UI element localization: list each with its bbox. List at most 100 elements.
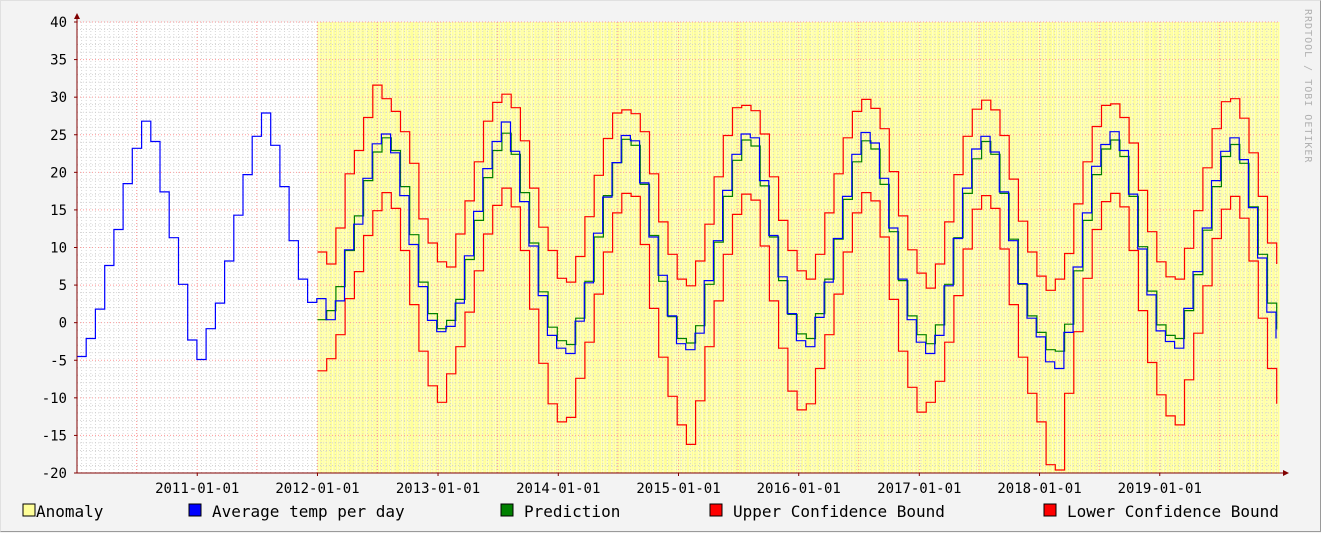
anomaly-band <box>396 22 398 473</box>
anomaly-band <box>1167 22 1169 473</box>
anomaly-band <box>1204 22 1206 473</box>
anomaly-band <box>747 22 749 473</box>
anomaly-band <box>923 22 925 473</box>
y-tick-label: -20 <box>42 466 67 482</box>
x-tick-label: 2014-01-01 <box>516 481 600 497</box>
anomaly-band <box>1222 22 1224 473</box>
anomaly-band <box>335 22 338 473</box>
legend-item: Prediction <box>500 502 620 521</box>
x-tick-label: 2011-01-01 <box>155 481 239 497</box>
legend-item: Upper Confidence Bound <box>709 502 945 521</box>
anomaly-band <box>512 22 514 473</box>
anomaly-band <box>1032 22 1034 473</box>
anomaly-band <box>875 22 877 473</box>
anomaly-band <box>460 22 462 473</box>
anomaly-band <box>1161 22 1163 473</box>
series-line-lower-confidence-bound <box>317 187 1278 471</box>
anomaly-band <box>414 22 416 473</box>
anomaly-band <box>936 22 938 473</box>
anomaly-band <box>1066 22 1068 473</box>
anomaly-band <box>835 22 837 473</box>
legend-item: Lower Confidence Bound <box>1043 502 1279 521</box>
anomaly-band <box>820 22 822 473</box>
anomaly-band <box>344 22 346 473</box>
prediction-swatch <box>500 503 514 517</box>
x-axis-arrow <box>1283 470 1289 476</box>
anomaly-band <box>1013 22 1015 473</box>
anomaly-band <box>1152 22 1154 473</box>
anomaly-band <box>651 22 653 473</box>
x-tick-label: 2018-01-01 <box>997 481 1081 497</box>
anomaly-band <box>855 22 857 473</box>
anomaly-band <box>901 22 903 473</box>
anomaly-band <box>384 22 386 473</box>
anomaly-band <box>391 22 393 473</box>
anomaly-band <box>807 22 809 473</box>
watermark-text: RRDTOOL / TOBI OETIKER <box>1302 9 1313 163</box>
anomaly-band <box>484 22 486 473</box>
anomaly-band <box>623 22 625 473</box>
anomaly-band <box>744 22 746 473</box>
anomaly-band <box>642 22 644 473</box>
anomaly-band <box>792 22 794 473</box>
anomaly-band <box>840 22 842 473</box>
anomaly-band <box>661 22 663 473</box>
anomaly-band <box>790 22 792 473</box>
x-tick-label: 2016-01-01 <box>757 481 841 497</box>
anomaly-band <box>1212 22 1214 473</box>
anomaly-band <box>682 22 684 473</box>
anomaly-band <box>693 22 695 473</box>
anomaly-band <box>785 22 787 473</box>
anomaly-band <box>393 22 395 473</box>
x-tick-labels: 2011-01-01 2012-01-01 2013-01-01 2014-01-01… <box>155 481 1202 497</box>
anomaly-band <box>522 22 524 473</box>
anomaly-band <box>1135 22 1137 473</box>
anomaly-band <box>374 22 376 473</box>
anomaly-band <box>863 22 865 473</box>
anomaly-band <box>917 22 919 473</box>
anomaly-band <box>702 22 705 473</box>
anomaly-band <box>595 22 597 473</box>
anomaly-band <box>1006 22 1008 473</box>
anomaly-band <box>571 22 573 473</box>
anomaly-band <box>354 22 356 473</box>
anomaly-band <box>1125 22 1127 473</box>
anomaly-band <box>1195 22 1197 473</box>
anomaly-band <box>531 22 533 473</box>
anomaly-band <box>517 22 519 473</box>
y-tick-label: 5 <box>59 278 67 294</box>
y-tick-label: -15 <box>42 428 67 444</box>
anomaly-band <box>351 22 353 473</box>
anomaly-band <box>330 22 332 473</box>
anomaly-band <box>933 22 935 473</box>
anomaly-band <box>498 22 500 473</box>
series-line-prediction <box>317 132 1278 352</box>
anomaly-band <box>781 22 783 473</box>
anomaly-band <box>1200 22 1202 473</box>
anomaly-band <box>1264 22 1266 473</box>
anomaly-band <box>594 22 596 473</box>
anomaly-band <box>891 22 893 473</box>
anomaly-band <box>926 22 928 473</box>
anomaly-band <box>1239 22 1241 473</box>
legend: Anomaly Average temp per day Prediction Upp… <box>22 502 1279 521</box>
anomaly-band <box>1176 22 1178 473</box>
legend-label: Upper Confidence Bound <box>733 502 945 521</box>
anomaly-band <box>639 22 641 473</box>
anomaly-band <box>720 22 722 473</box>
anomaly-band <box>420 22 422 473</box>
anomaly-band <box>885 22 887 473</box>
anomaly-band <box>1094 22 1096 473</box>
anomaly-band <box>1089 22 1091 473</box>
anomaly-band <box>1053 22 1055 473</box>
anomaly-band <box>988 22 990 473</box>
anomaly-band <box>879 22 881 473</box>
anomaly-band <box>513 22 515 473</box>
anomaly-band <box>1150 22 1152 473</box>
anomaly-band <box>665 22 667 473</box>
anomaly-band <box>540 22 542 473</box>
anomaly-band <box>804 22 806 473</box>
anomaly-band <box>1260 22 1262 473</box>
anomaly-band <box>659 22 661 473</box>
anomaly-band <box>655 22 657 473</box>
